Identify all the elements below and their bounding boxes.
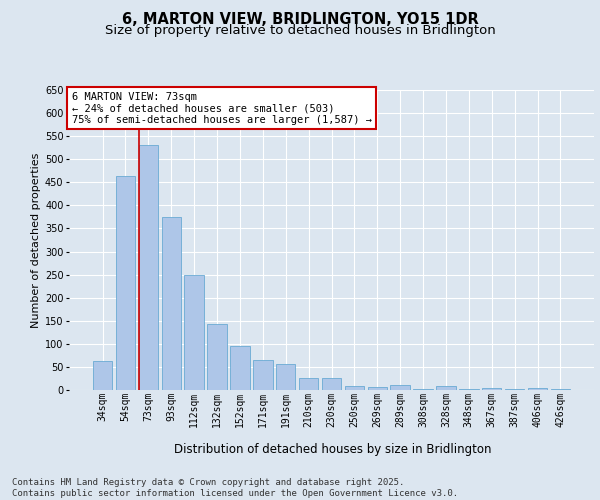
- Bar: [344, 386, 364, 390]
- Bar: [276, 364, 295, 390]
- Bar: [93, 361, 112, 390]
- Bar: [161, 217, 181, 390]
- Bar: [184, 274, 204, 390]
- Y-axis label: Number of detached properties: Number of detached properties: [31, 152, 41, 328]
- Text: 6, MARTON VIEW, BRIDLINGTON, YO15 1DR: 6, MARTON VIEW, BRIDLINGTON, YO15 1DR: [122, 12, 478, 28]
- Bar: [436, 386, 455, 390]
- Bar: [299, 378, 319, 390]
- Bar: [116, 176, 135, 390]
- Bar: [368, 387, 387, 390]
- Bar: [322, 378, 341, 390]
- Text: Size of property relative to detached houses in Bridlington: Size of property relative to detached ho…: [104, 24, 496, 37]
- Text: Contains HM Land Registry data © Crown copyright and database right 2025.
Contai: Contains HM Land Registry data © Crown c…: [12, 478, 458, 498]
- Bar: [391, 385, 410, 390]
- Bar: [230, 346, 250, 390]
- Bar: [505, 389, 524, 390]
- Bar: [208, 324, 227, 390]
- Text: 6 MARTON VIEW: 73sqm
← 24% of detached houses are smaller (503)
75% of semi-deta: 6 MARTON VIEW: 73sqm ← 24% of detached h…: [71, 92, 371, 124]
- Bar: [459, 389, 479, 390]
- Bar: [482, 388, 502, 390]
- Bar: [551, 388, 570, 390]
- Bar: [253, 360, 272, 390]
- Bar: [528, 388, 547, 390]
- Bar: [139, 146, 158, 390]
- Bar: [413, 389, 433, 390]
- Text: Distribution of detached houses by size in Bridlington: Distribution of detached houses by size …: [174, 442, 492, 456]
